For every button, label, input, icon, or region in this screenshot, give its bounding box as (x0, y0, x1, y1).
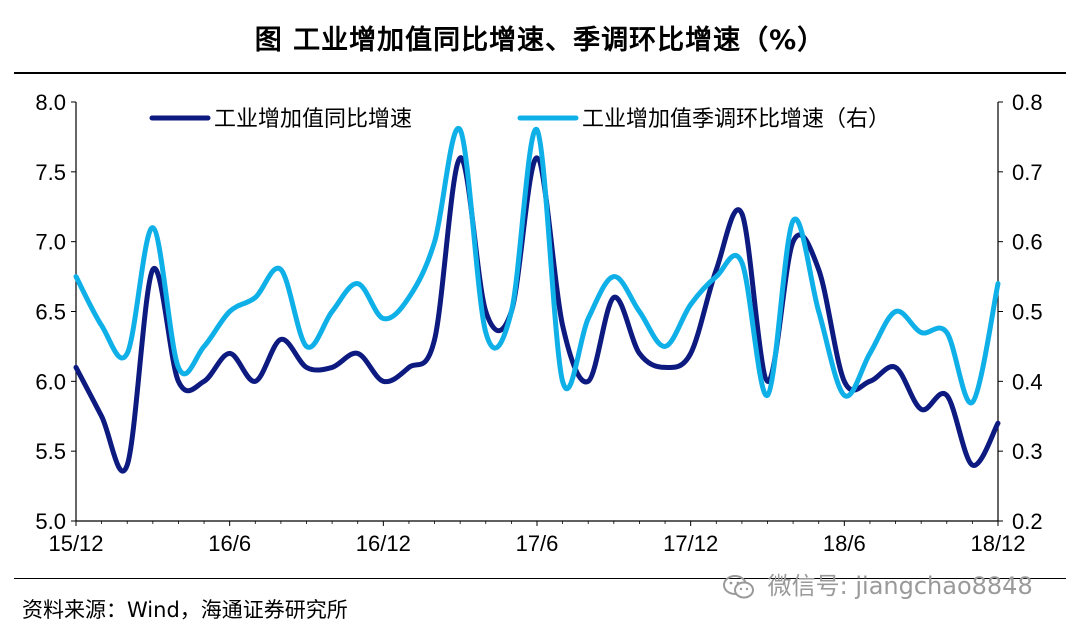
y-tick-label-left: 6.0 (35, 369, 66, 394)
chart-canvas: 5.0 5.5 6.0 6.5 7.0 7.5 8.0 0.2 0.3 0.4 0.5 0.6 0.7 0… (35, 90, 1043, 556)
watermark-text: 微信号: jiangchao8848 (767, 572, 1033, 600)
x-tick-label: 17/12 (663, 531, 718, 556)
source-note: 资料来源：Wind，海通证券研究所 (22, 598, 348, 622)
legend-yoy-label: 工业增加值同比增速 (214, 106, 412, 131)
series-line-yoy (73, 155, 1001, 474)
y-tick-label-left: 8.0 (35, 90, 66, 115)
x-tick-label: 15/12 (48, 531, 103, 556)
y-tick-label-right: 0.3 (1012, 439, 1043, 464)
x-tick-label: 18/6 (823, 531, 866, 556)
y-tick-label-left: 7.0 (35, 230, 66, 255)
y-tick-label-right: 0.4 (1012, 369, 1043, 394)
wechat-icon (723, 575, 754, 599)
x-tick-label: 16/6 (208, 531, 251, 556)
y-tick-label-right: 0.2 (1012, 509, 1043, 534)
y-tick-label-right: 0.5 (1012, 300, 1043, 325)
x-tick-label: 16/12 (356, 531, 411, 556)
title-bar: 图 工业增加值同比增速、季调环比增速（%） (0, 0, 1080, 78)
y-tick-label-left: 6.5 (35, 300, 66, 325)
chart-title: 图 工业增加值同比增速、季调环比增速（%） (254, 25, 826, 56)
footer-divider (14, 578, 1066, 579)
y-tick-label-right: 0.6 (1012, 230, 1043, 255)
y-tick-label-right: 0.7 (1012, 160, 1043, 185)
x-tick-label: 18/12 (970, 531, 1025, 556)
y-tick-label-left: 5.5 (35, 439, 66, 464)
y-tick-label-right: 0.8 (1012, 90, 1043, 115)
x-tick-label: 17/6 (516, 531, 559, 556)
y-tick-label-left: 5.0 (35, 509, 66, 534)
series-line-mom (73, 125, 1001, 406)
title-divider (14, 72, 1066, 74)
watermark: 微信号: jiangchao8848 (722, 566, 1033, 601)
y-tick-label-left: 7.5 (35, 160, 66, 185)
legend-mom-label: 工业增加值季调环比增速（右） (582, 106, 890, 131)
